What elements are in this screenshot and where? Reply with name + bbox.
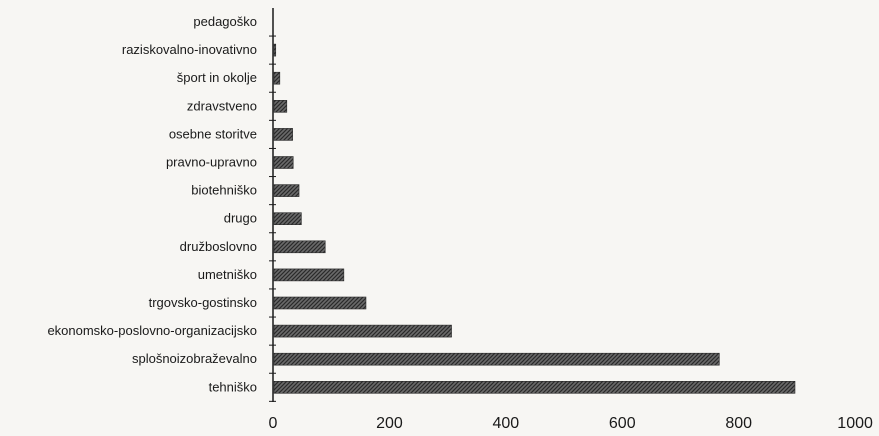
x-tick-label: 200 [376,415,403,432]
bar [273,296,367,310]
bar [273,324,452,338]
x-tick-label: 0 [269,415,278,432]
category-label: drugo [224,211,257,226]
category-label: družboslovno [180,239,257,254]
x-tick-label: 400 [492,415,519,432]
bar [273,212,302,225]
bar [273,43,277,57]
category-label: biotehniško [191,183,257,198]
x-tick-label: 600 [609,415,636,432]
category-label: šport in okolje [177,70,257,85]
category-label: trgovsko-gostinsko [149,295,257,310]
bar [273,100,288,113]
bar [273,380,796,394]
category-label: zdravstveno [187,98,257,113]
category-label: tehniško [209,379,257,394]
bar [273,156,294,169]
category-label: ekonomsko-poslovno-organizacijsko [47,323,257,338]
bar [273,352,720,366]
category-label: pravno-upravno [166,155,257,170]
bar [273,268,345,282]
bar [273,240,326,254]
category-label: pedagoško [193,14,257,29]
category-label: raziskovalno-inovativno [122,42,257,57]
bar [273,184,300,197]
x-tick-label: 1000 [837,415,873,432]
category-label: umetniško [198,267,257,282]
x-tick-label: 800 [725,415,752,432]
category-label: osebne storitve [169,126,257,141]
bar [273,128,293,141]
bar [273,71,281,85]
category-label: splošnoizobraževalno [132,351,257,366]
